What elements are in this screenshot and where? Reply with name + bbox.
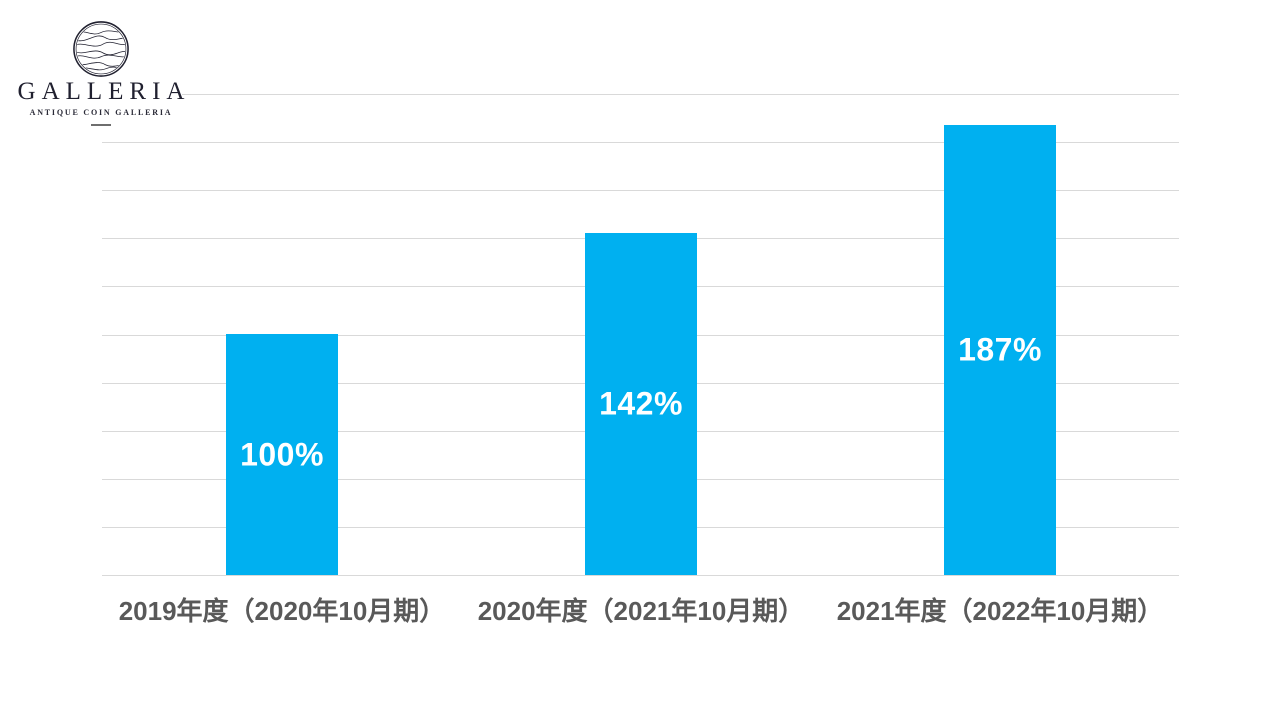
x-axis-baseline [102, 575, 1179, 576]
bar-value-label: 187% [958, 331, 1042, 368]
category-label: 2019年度（2020年10月期） [118, 596, 446, 626]
bar-value-label: 142% [599, 385, 683, 422]
logo-tagline-text: Antique Coin Galleria [29, 108, 173, 117]
bar-value-label: 100% [240, 436, 324, 472]
category-label: 2021年度（2022年10月期） [836, 596, 1164, 626]
bar-2020年度（2021年10月期）: 142% [585, 233, 697, 575]
gridline [102, 142, 1179, 144]
x-axis-labels: 2019年度（2020年10月期） 2020年度（2021年10月期） 2021年度… [102, 592, 1179, 630]
logo-divider [91, 124, 111, 126]
wave-circle-emblem-icon [73, 21, 129, 77]
category-label: 2020年度（2021年10月期） [477, 596, 805, 626]
bar-chart-plot-area: 100% 142% 187% [102, 94, 1179, 576]
logo-brand-text: GALLERIA [17, 78, 191, 105]
gridline [102, 94, 1179, 95]
bar-2021年度（2022年10月期）: 187% [944, 125, 1056, 575]
gridline [102, 190, 1179, 192]
galleria-logo: GALLERIA Antique Coin Galleria [18, 6, 185, 138]
bar-2019年度（2020年10月期）: 100% [226, 334, 338, 575]
